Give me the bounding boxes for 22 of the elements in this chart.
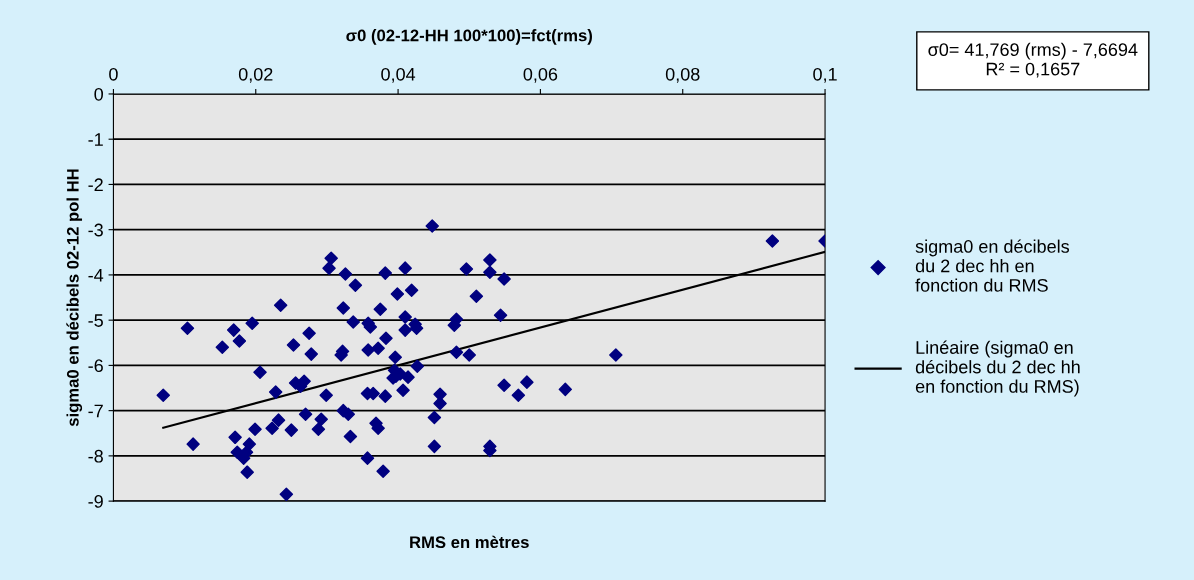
x-tick-label: 0,02 bbox=[238, 67, 273, 83]
x-tick-label: 0,04 bbox=[381, 67, 416, 83]
y-tick-label: -3 bbox=[88, 223, 103, 237]
y-tick-label: -5 bbox=[88, 314, 103, 327]
x-tick-label: 0,06 bbox=[523, 67, 558, 83]
y-tick-label: -9 bbox=[88, 495, 103, 508]
y-tick-label: -6 bbox=[88, 359, 103, 373]
y-tick-label: -2 bbox=[88, 178, 103, 191]
y-tick-label: -7 bbox=[88, 404, 103, 418]
y-tick-label: 0 bbox=[94, 87, 103, 101]
y-tick-label: -1 bbox=[88, 133, 103, 146]
y-tick-label: -4 bbox=[88, 269, 104, 282]
text: σ0= 41,769 (rms) - 7,6694 R² = 0,1657 bbox=[928, 42, 1138, 78]
y-axis-title: sigma0 en décibels 02-12 pol HH bbox=[66, 169, 83, 427]
x-tick-label: 0,1 bbox=[813, 67, 837, 83]
chart-title: σ0 (02-12-HH 100*100)=fct(rms) bbox=[346, 29, 592, 45]
legend-label: Linéaire (sigma0 en décibels du 2 dec hh en fonction du RMS) bbox=[915, 340, 1080, 397]
legend-label: sigma0 en décibels du 2 dec hh en fonction du RMS bbox=[915, 239, 1070, 292]
y-tick-label: -8 bbox=[88, 449, 103, 463]
x-axis-title: RMS en mètres bbox=[410, 535, 529, 549]
x-tick-label: 0 bbox=[109, 67, 118, 81]
x-tick-label: 0,08 bbox=[665, 67, 700, 83]
